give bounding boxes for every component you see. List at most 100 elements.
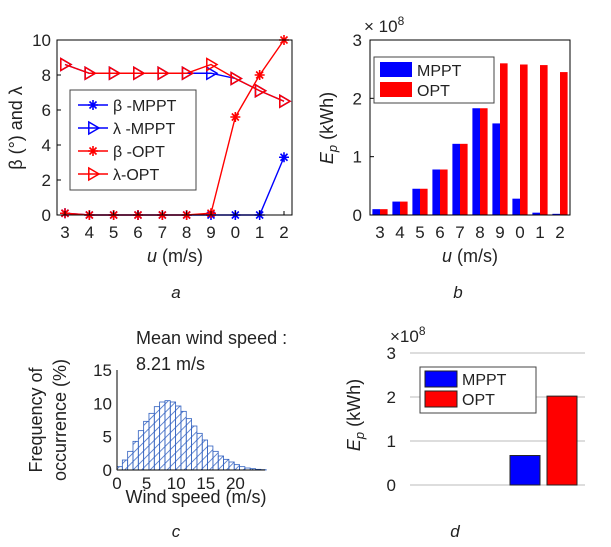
panel-c-annotation-line1: Mean wind speed : (136, 328, 287, 348)
panel-c-hist-bar (169, 401, 177, 471)
panel-a-legend-marker (88, 166, 101, 182)
panel-a-xlabel: u (m/s) (147, 246, 203, 266)
panel-b-bar (560, 72, 568, 215)
panel-a-ytick-label: 4 (42, 136, 51, 155)
panel-d-ytick-label: 3 (387, 344, 396, 363)
panel-b-xtick-label: 1 (535, 223, 544, 242)
panel-a-legend-marker-glyph (88, 100, 98, 110)
panel-b-bar (400, 201, 408, 215)
panel-c-hist-bar (143, 420, 150, 471)
panel-b-bar (492, 123, 500, 215)
panel-c-ylabel-line2: occurrence (%) (50, 359, 70, 481)
panel-d-legend-label: MPPT (462, 372, 507, 389)
panel-a-point (60, 57, 73, 72)
panel-a-point (84, 65, 97, 81)
panel-c-hist-bar (153, 406, 161, 471)
panel-d-legend-swatch (424, 390, 458, 408)
panel-c-hist-bar (180, 410, 187, 471)
panel-a-ylabel: β (°) and λ (6, 86, 26, 170)
panel-a-point (206, 57, 219, 72)
panel-b-bar (420, 188, 428, 215)
panel-c-ytick-label: 10 (93, 394, 112, 413)
panel-b-bar (372, 209, 380, 215)
panel-a-point (108, 65, 122, 81)
panel-b-legend: MPPT OPT (373, 56, 495, 104)
panel-b-bar (460, 143, 468, 215)
panel-d: 0 1 2 3 ×108 Ep (kWh) MPPT OPT (344, 324, 585, 495)
panel-c-annotation-line2: 8.21 m/s (136, 354, 205, 374)
panel-a-legend-label: β -OPT (113, 144, 165, 161)
panel-a-point (157, 65, 170, 81)
panel-b-bar (432, 169, 440, 215)
panel-a-point (181, 65, 195, 81)
panel-a-point (230, 71, 243, 86)
panel-a-point (254, 70, 265, 80)
panel-c-hist-bar (233, 464, 240, 471)
panel-a-point (133, 65, 146, 81)
panel-b-ytick-label: 1 (353, 148, 362, 167)
panel-b-xtick-label: 5 (415, 223, 424, 242)
panel-d-legend: MPPT OPT (419, 366, 537, 414)
panel-b-axes-box (369, 39, 571, 216)
panel-c: 0 5 10 15 20 0 5 10 15 Frequency of occurrence (… (26, 328, 287, 507)
panel-b-xtick-label: 0 (515, 223, 524, 242)
panel-b-legend-swatch (380, 82, 412, 97)
panel-c-hist-bar (217, 455, 224, 471)
panel-c-ytick-label: 15 (93, 361, 112, 380)
panel-a-point (206, 65, 219, 81)
panel-c-hist-bar (223, 458, 230, 471)
panel-c-hist-bar (196, 432, 203, 471)
panel-b-bar (552, 213, 560, 215)
panel-a-point-glyph (254, 70, 265, 80)
panel-a-legend: β -MPPT λ -MPPT β -OPT λ-OPT (69, 89, 197, 191)
panel-d-exponent: ×108 (390, 324, 426, 346)
panel-a-xtick-label: 8 (182, 223, 191, 242)
panel-a-xtick-label: 9 (206, 223, 215, 242)
panel-c-ytick-label: 5 (103, 428, 112, 447)
panel-b-xlabel: u (m/s) (442, 246, 498, 266)
panel-c-xtick-label: 20 (226, 474, 245, 493)
panel-a-xtick-label: 3 (60, 223, 69, 242)
panel-a-xtick-label: 7 (158, 223, 167, 242)
panel-c-hist-bar (132, 440, 139, 471)
panel-c-hist-bar (137, 430, 145, 471)
panel-d-legend-swatch (424, 370, 458, 388)
panel-b-bar (480, 108, 488, 215)
panel-d-legend-label: OPT (462, 392, 495, 409)
panel-a-point (279, 93, 292, 109)
panel-b-bar (380, 209, 388, 215)
panel-c-hist-bar (159, 401, 166, 471)
panel-b-exponent: × 108 (364, 14, 405, 36)
caption-c: c (172, 522, 181, 541)
caption-b: b (453, 283, 462, 302)
panel-c-xtick-label: 5 (142, 474, 151, 493)
panel-b-bar (500, 63, 508, 216)
panel-b-bar (520, 64, 528, 215)
panel-d-bar (509, 455, 541, 486)
panel-b-ytick-label: 0 (353, 206, 362, 225)
caption-a: a (171, 283, 180, 302)
panel-d-ylabel: Ep (kWh) (344, 379, 367, 451)
panel-a-ytick-label: 2 (42, 171, 51, 190)
panel-c-hist-bar (175, 405, 182, 471)
panel-b-bar (440, 169, 448, 215)
panel-c-hist-bar (212, 450, 219, 471)
panel-b-bar (472, 108, 480, 215)
caption-d: d (450, 522, 460, 541)
panel-d-bars (509, 395, 578, 486)
panel-c-histogram (116, 400, 267, 471)
panel-a-xtick-label: 5 (109, 223, 118, 242)
panel-a-ytick-label: 0 (42, 206, 51, 225)
panel-a-xtick-label: 1 (255, 223, 264, 242)
panel-b-xtick-label: 8 (475, 223, 484, 242)
panel-a-xtick-label: 6 (133, 223, 142, 242)
panel-b-bars (372, 63, 568, 216)
panel-d-bar (546, 395, 578, 486)
panel-c-xtick-label: 15 (196, 474, 215, 493)
panel-b-legend-label: OPT (417, 83, 450, 100)
panel-d-ytick-label: 0 (387, 476, 396, 495)
panel-c-hist-bar (228, 461, 235, 471)
